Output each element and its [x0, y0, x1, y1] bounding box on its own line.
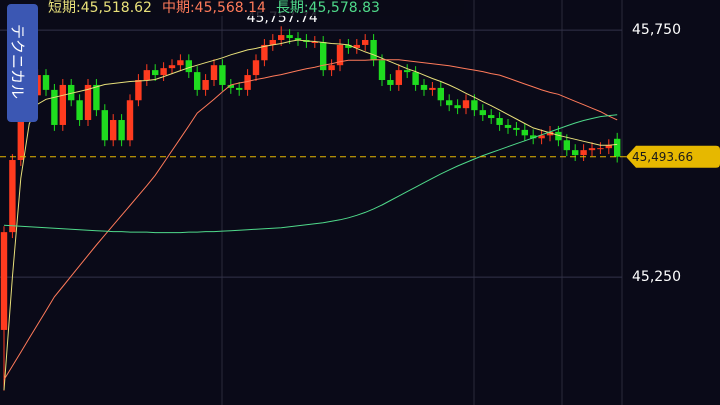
candle-body — [194, 72, 201, 90]
candle-body — [84, 84, 92, 121]
candle-body — [370, 40, 377, 61]
candle-body — [143, 70, 150, 81]
candle-body — [462, 100, 470, 109]
candle-body — [605, 145, 612, 149]
ma-line — [3, 39, 618, 391]
y-tick-label: 45,750 — [632, 22, 681, 38]
candle-body — [210, 65, 218, 81]
candle-body — [42, 75, 50, 90]
candle-body — [437, 87, 444, 101]
candle-body — [420, 84, 428, 90]
candle-body — [76, 100, 83, 121]
candle-body — [496, 118, 503, 125]
legend-entry: 長期:45,578.83 — [276, 0, 380, 16]
candle-body — [320, 41, 327, 71]
candle-body — [93, 84, 100, 111]
candle-body — [261, 44, 268, 61]
candle-body — [68, 84, 75, 101]
candle-body — [353, 44, 360, 48]
candle-body — [504, 124, 512, 128]
candle-body — [101, 110, 108, 141]
candle-body — [546, 131, 554, 136]
current-price-label: 45,493.66 — [632, 150, 693, 164]
candle-body — [110, 120, 117, 141]
legend-bg — [44, 0, 464, 16]
candle-body — [395, 70, 402, 85]
candle-body — [378, 60, 386, 81]
candle-body — [236, 87, 243, 90]
candle-body — [286, 35, 293, 39]
candle-body — [177, 60, 184, 66]
candle-body — [152, 70, 159, 76]
candle-body — [252, 60, 260, 76]
candle-body — [202, 80, 209, 90]
candle-body — [412, 72, 419, 85]
candle-body — [614, 138, 621, 157]
candle-body — [227, 84, 234, 88]
candle-body — [555, 131, 562, 141]
candle-body — [404, 70, 411, 73]
technical-button-bg[interactable] — [7, 4, 38, 122]
candle-body — [160, 68, 167, 76]
candle-body — [572, 150, 579, 156]
candle-body — [118, 120, 125, 141]
ma-line — [3, 59, 618, 381]
legend: 短期:45,518.62 中期:45,568.14 長期:45,578.83 — [44, 0, 464, 16]
current-price-tag — [626, 145, 720, 168]
candle-body — [597, 148, 604, 150]
candle-body — [446, 100, 453, 106]
candle-body — [9, 160, 16, 233]
candle-body — [387, 80, 394, 85]
candle-body — [278, 35, 285, 41]
candle-body — [479, 110, 486, 116]
candle-body — [135, 80, 142, 101]
technical-button[interactable]: テクニカル — [9, 24, 27, 99]
candle-body — [269, 40, 276, 45]
candle-body — [530, 135, 537, 139]
candle-body — [219, 65, 226, 85]
candle-body — [588, 148, 596, 151]
candle-body — [538, 135, 545, 139]
candle-body — [563, 140, 570, 151]
candle-body — [345, 44, 352, 48]
candle-body — [168, 65, 176, 69]
legend-entry: 短期:45,518.62 — [48, 0, 152, 16]
candle-body — [336, 44, 344, 66]
y-tick-label: 45,250 — [632, 269, 681, 285]
candle-body — [429, 87, 436, 90]
candle-body — [126, 100, 134, 141]
candle-body — [185, 60, 192, 73]
candle-body — [513, 127, 520, 130]
candle-body — [51, 89, 58, 125]
candle-body — [0, 232, 8, 330]
candle-body — [454, 105, 461, 109]
candle-body — [294, 38, 302, 41]
candle-body — [328, 65, 335, 71]
candle-body — [521, 129, 528, 136]
candle-body — [580, 150, 587, 156]
legend-entry: 中期:45,568.14 — [162, 0, 266, 16]
candle-body — [488, 115, 495, 119]
candle-body — [59, 84, 66, 125]
ma-line — [3, 114, 618, 234]
candle-body — [311, 41, 318, 43]
candle-body — [362, 40, 369, 45]
candle-body — [471, 100, 478, 111]
candle-body — [244, 75, 251, 90]
